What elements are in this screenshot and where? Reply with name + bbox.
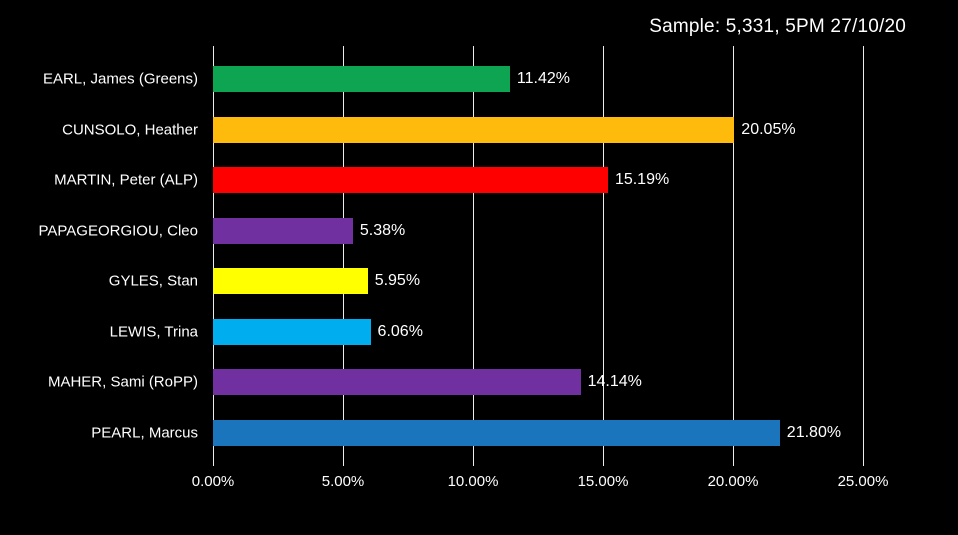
x-tick-label: 25.00% (837, 473, 889, 490)
value-label: 11.42% (516, 70, 570, 88)
bar (213, 66, 510, 93)
value-label: 14.14% (587, 373, 642, 391)
bar-row: LEWIS, Trina 6.06% (110, 307, 863, 358)
gridline (473, 46, 474, 466)
category-label: MAHER, Sami (RoPP) (47, 373, 198, 391)
bar-row: PEARL, Marcus 21.80% (91, 408, 863, 459)
x-tick-label: 15.00% (577, 473, 629, 490)
value-label: 5.38% (359, 221, 406, 239)
chart-title: Sample: 5,331, 5PM 27/10/20 (649, 16, 906, 37)
gridline (863, 46, 864, 466)
category-label: PEARL, Marcus (91, 424, 198, 442)
gridline (343, 46, 344, 466)
x-tick-label: 10.00% (447, 473, 499, 490)
value-label: 5.95% (374, 272, 421, 290)
bar (213, 268, 368, 295)
x-tick-label: 20.00% (707, 473, 759, 490)
value-label: 6.06% (377, 322, 423, 340)
bar-row: MARTIN, Peter (ALP) 15.19% (54, 155, 863, 206)
x-tick-label: 0.00% (191, 473, 235, 490)
value-label: 20.05% (741, 120, 796, 138)
bar (213, 318, 371, 345)
bar (213, 419, 780, 446)
bar (213, 217, 353, 244)
plot-area: EARL, James (Greens) 11.42% CUNSOLO, Heath… (39, 46, 864, 466)
bar (213, 167, 608, 194)
bar-row: CUNSOLO, Heather 20.05% (62, 105, 863, 156)
category-label: CUNSOLO, Heather (62, 121, 198, 139)
category-label: LEWIS, Trina (109, 323, 198, 341)
bar-row: GYLES, Stan 5.95% (109, 256, 863, 307)
gridline (733, 46, 734, 466)
bar (213, 369, 581, 396)
value-label: 21.80% (786, 423, 842, 441)
bar (213, 116, 735, 143)
category-label: GYLES, Stan (108, 272, 198, 290)
gridline (213, 46, 214, 466)
category-label: PAPAGEORGIOU, Cleo (38, 222, 199, 240)
bar-row: MAHER, Sami (RoPP) 14.14% (48, 357, 863, 408)
bar-row: PAPAGEORGIOU, Cleo 5.38% (39, 206, 863, 257)
bar-rows: EARL, James (Greens) 11.42% CUNSOLO, Heath… (39, 54, 863, 459)
value-label: 15.19% (614, 171, 670, 189)
category-label: MARTIN, Peter (ALP) (54, 171, 198, 189)
bar-row: EARL, James (Greens) 11.42% (43, 54, 863, 105)
gridline (603, 46, 604, 466)
category-label: EARL, James (Greens) (42, 70, 198, 88)
x-tick-label: 5.00% (321, 473, 365, 490)
